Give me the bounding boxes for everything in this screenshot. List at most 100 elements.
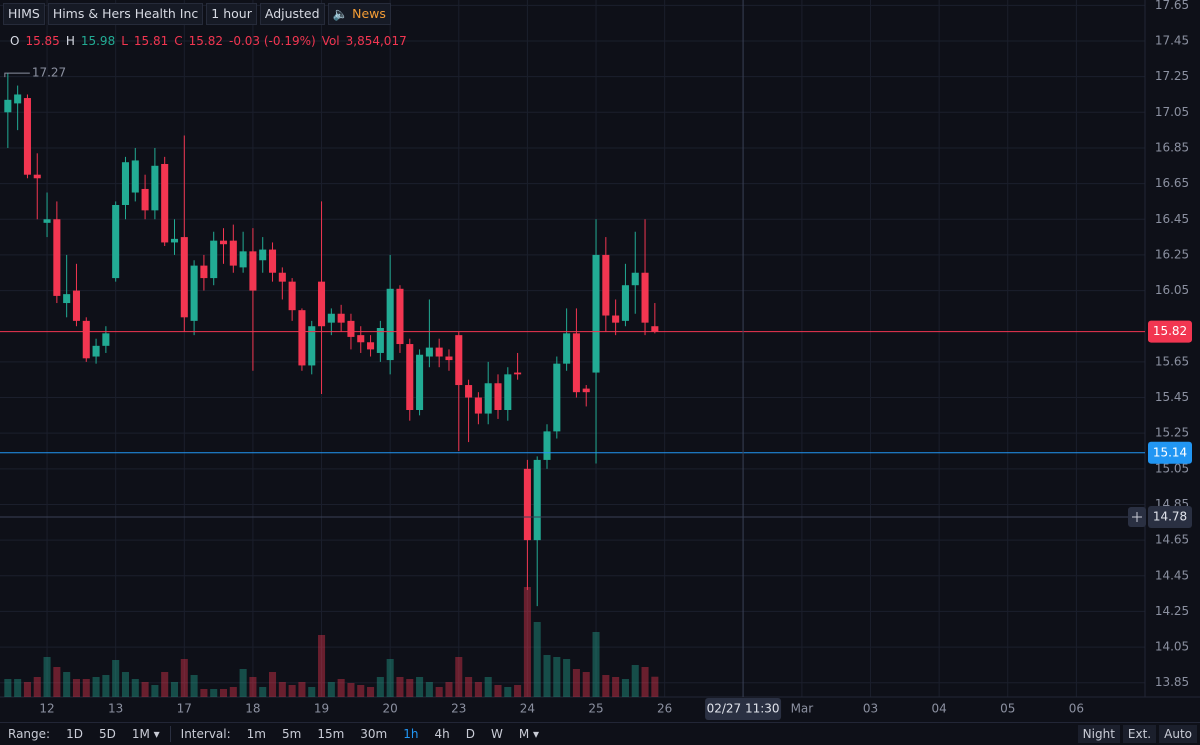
- mode-button[interactable]: Auto: [1159, 725, 1197, 743]
- candle-body: [592, 254, 600, 373]
- volume-bar: [612, 677, 620, 697]
- candle-body: [425, 347, 433, 357]
- x-tick-label: 25: [588, 702, 603, 716]
- company-name: Hims & Hers Health Inc: [47, 3, 204, 25]
- low-value: 15.81: [133, 34, 169, 48]
- mode-button[interactable]: Ext.: [1122, 725, 1157, 743]
- volume-bar: [602, 675, 610, 697]
- candle-body: [82, 320, 90, 359]
- last-price-label: 15.82: [1153, 324, 1187, 338]
- interval-button[interactable]: 5m: [281, 727, 302, 741]
- candle-body: [278, 272, 286, 282]
- interval-button[interactable]: 1m: [246, 727, 266, 741]
- crosshair-price-label: 14.78: [1153, 509, 1187, 523]
- range-button[interactable]: 1M ▾: [131, 727, 160, 741]
- interval-button[interactable]: M ▾: [518, 727, 540, 741]
- news-button[interactable]: 🔈 News: [327, 3, 391, 25]
- candle-body: [268, 249, 277, 273]
- candle-body: [357, 335, 365, 343]
- volume-bar: [465, 677, 473, 697]
- candle-body: [288, 281, 296, 311]
- high-marker: [4, 72, 30, 78]
- volume-bar: [592, 632, 600, 697]
- volume-bar: [376, 677, 384, 697]
- candle-body: [582, 388, 590, 393]
- volume-bar: [141, 682, 149, 697]
- volume-bar: [102, 675, 110, 697]
- open-value: 15.85: [25, 34, 60, 48]
- candle-body: [465, 385, 473, 398]
- x-tick-label: Mar: [791, 702, 814, 716]
- volume-bar: [180, 659, 188, 697]
- interval-button[interactable]: 30m: [360, 727, 388, 741]
- candle-body: [131, 160, 139, 193]
- interval-button[interactable]: W: [491, 727, 503, 741]
- y-tick-label: 16.25: [1155, 247, 1189, 261]
- volume-bar: [268, 672, 277, 697]
- volume-bar: [651, 676, 659, 697]
- volume-bar: [23, 682, 31, 697]
- volume-bar: [131, 679, 139, 697]
- x-tick-label: 26: [657, 702, 672, 716]
- volume-bar: [347, 683, 355, 697]
- candle-body: [533, 459, 541, 541]
- x-tick-label: 18: [245, 702, 260, 716]
- modes: Night Ext. Auto: [1077, 725, 1197, 743]
- interval-button[interactable]: D: [465, 727, 475, 741]
- candle-body: [92, 345, 100, 357]
- candle-body: [406, 344, 414, 410]
- candle-body: [327, 313, 335, 323]
- candle-body: [43, 219, 51, 223]
- candle-body: [386, 288, 394, 361]
- volume-bar: [278, 682, 286, 697]
- candle-body: [523, 468, 531, 541]
- high-value: 15.98: [80, 34, 116, 48]
- crosshair-time-label: 02/27 11:30: [707, 702, 780, 716]
- candle-body: [474, 397, 482, 414]
- candle-body: [229, 240, 237, 266]
- volume-bar: [72, 679, 80, 697]
- y-tick-label: 14.05: [1155, 640, 1189, 654]
- candle-body: [219, 240, 228, 245]
- x-tick-label: 05: [1000, 702, 1015, 716]
- range-button[interactable]: 1D: [66, 727, 83, 741]
- candle-body: [151, 165, 159, 211]
- candle-body: [112, 205, 120, 279]
- y-tick-label: 17.25: [1155, 69, 1189, 83]
- vol-key: Vol: [321, 34, 340, 48]
- candle-body: [102, 333, 110, 346]
- volume-bar: [327, 682, 335, 697]
- volume-bar: [151, 685, 159, 697]
- interval-button[interactable]: 15m: [317, 727, 345, 741]
- symbol[interactable]: HIMS: [3, 3, 45, 25]
- volume-bar: [112, 660, 120, 697]
- candle-body: [239, 251, 247, 268]
- range-button[interactable]: 5D: [98, 727, 116, 741]
- x-tick-label: 03: [863, 702, 878, 716]
- volume-bar: [504, 687, 512, 697]
- mode-button[interactable]: Night: [1077, 725, 1120, 743]
- x-tick-label: 04: [931, 702, 946, 716]
- candle-body: [72, 290, 80, 321]
- candle-body: [553, 363, 561, 432]
- open-key: O: [10, 34, 20, 48]
- volume-bar: [43, 657, 51, 697]
- interval-button[interactable]: 4h: [434, 727, 450, 741]
- plus-icon: [1132, 511, 1142, 522]
- volume-bar: [455, 657, 463, 697]
- volume-bar: [474, 682, 482, 697]
- candle-body: [484, 383, 492, 414]
- low-key: L: [121, 34, 128, 48]
- crosshair-time-tag: [705, 698, 782, 720]
- x-tick-label: 12: [39, 702, 54, 716]
- volume-bar: [63, 672, 71, 697]
- volume-bar: [543, 655, 551, 697]
- adjustment[interactable]: Adjusted: [259, 3, 325, 25]
- interval-button[interactable]: 1h: [403, 727, 419, 741]
- volume-bar: [239, 669, 247, 697]
- interval[interactable]: 1 hour: [206, 3, 257, 25]
- y-tick-label: 13.85: [1155, 675, 1189, 689]
- y-tick-label: 15.05: [1155, 461, 1189, 475]
- price-line-label: 15.14: [1153, 445, 1187, 459]
- candle-body: [249, 251, 257, 291]
